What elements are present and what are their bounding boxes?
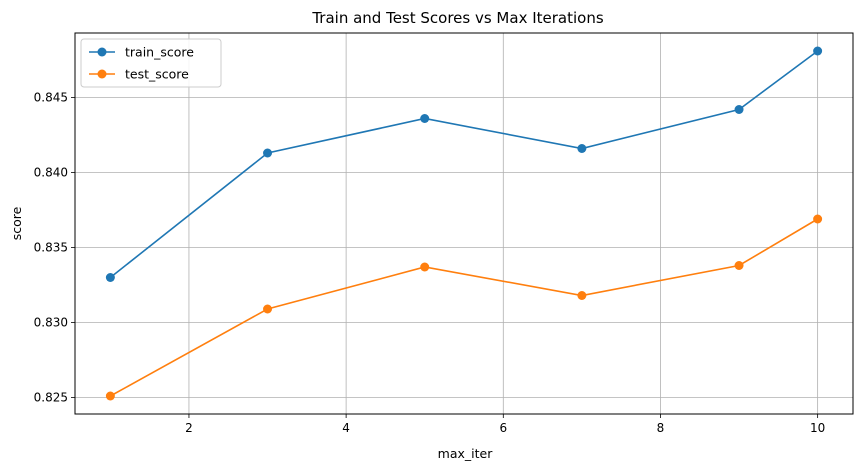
x-axis-label: max_iter [438, 446, 494, 461]
x-tick-label: 6 [499, 421, 507, 435]
x-tick-label: 10 [810, 421, 825, 435]
legend-box [80, 38, 222, 88]
y-tick-label: 0.835 [34, 241, 68, 255]
legend-label-test_score: test_score [125, 67, 189, 82]
data-point-test_score [105, 391, 115, 401]
data-point-test_score [420, 262, 430, 272]
y-tick-label: 0.825 [34, 391, 68, 405]
legend-label-train_score: train_score [125, 45, 194, 60]
data-point-test_score [263, 304, 273, 314]
y-tick-label: 0.840 [34, 166, 68, 180]
data-point-train_score [734, 105, 744, 114]
ticks: 2 4 6 8 10 0.825 0.830 0.835 0.840 0.845 [34, 91, 826, 436]
data-point-train_score [420, 114, 430, 123]
data-point-train_score [263, 148, 273, 158]
x-tick-label: 2 [185, 421, 193, 435]
data-point-train_score [105, 273, 115, 282]
y-tick-label: 0.845 [34, 91, 68, 105]
data-point-test_score [577, 291, 587, 300]
grid [75, 33, 853, 414]
x-tick-label: 8 [657, 421, 665, 435]
series-layer [105, 46, 823, 401]
legend: train_score test_score [80, 38, 222, 88]
data-point-test_score [813, 214, 823, 224]
y-tick-label: 0.830 [34, 316, 68, 330]
plot-frame [74, 32, 854, 415]
series-line-test_score [109, 218, 819, 397]
legend-marker-test_score [97, 69, 107, 79]
data-point-train_score [813, 46, 823, 56]
y-axis-label: score [9, 206, 24, 240]
legend-marker-train_score [97, 47, 107, 57]
data-point-train_score [577, 144, 587, 153]
x-tick-label: 4 [342, 421, 350, 435]
chart-title: Train and Test Scores vs Max Iterations [311, 9, 604, 27]
series-line-train_score [109, 50, 819, 279]
data-point-test_score [734, 261, 744, 270]
